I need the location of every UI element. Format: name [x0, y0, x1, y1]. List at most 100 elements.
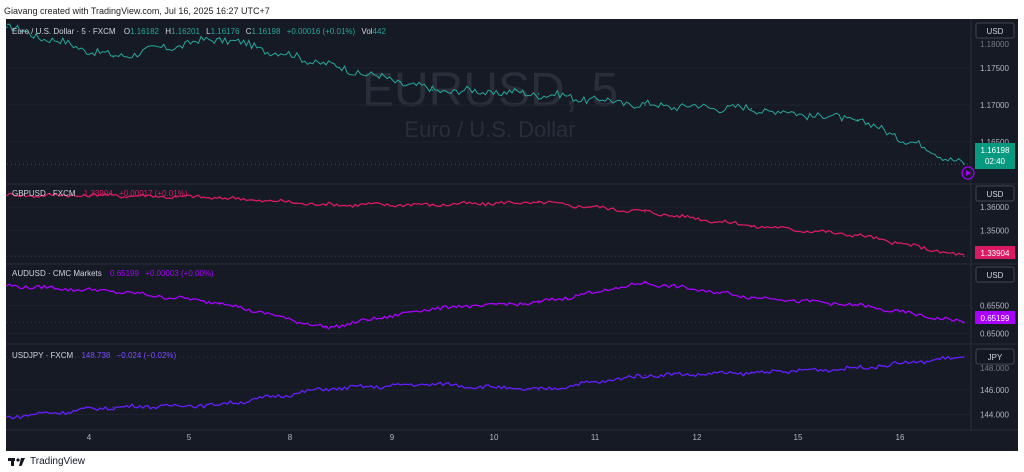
price-tick: 146.000: [980, 386, 1009, 395]
time-tick: 9: [390, 433, 395, 442]
data-point: [325, 327, 327, 329]
change-value: +0.00003 (+0.00%): [145, 269, 214, 278]
data-point: [325, 388, 327, 390]
svg-text:USDJPY · FXCM 148.738: USDJPY · FXCM 148.738 −0.024 (−0.02%): [12, 351, 177, 360]
svg-text:Euro / U.S. Dollar · 5 · FXCM: Euro / U.S. Dollar · 5 · FXCM O1.16182 H…: [12, 27, 386, 36]
footer-brand: TradingView: [30, 456, 86, 467]
data-point: [112, 406, 115, 409]
price-tick: 1.35000: [980, 226, 1009, 235]
series-value: 148.738: [81, 351, 110, 360]
data-point: [856, 367, 859, 369]
series-value: 0.65199: [110, 269, 139, 278]
change-value: +0.00016 (+0.01%): [287, 27, 356, 36]
svg-text:USD: USD: [987, 271, 1004, 280]
series-line-audusd: [6, 280, 965, 330]
data-point: [537, 201, 540, 204]
price-tick-partial: 148.000: [980, 364, 1009, 373]
data-point: [218, 301, 221, 304]
data-point: [112, 290, 115, 293]
pane-title: USDJPY · FXCM: [12, 351, 74, 360]
series-line-eurusd: [6, 23, 965, 165]
change-value: +0.00017 (+0.01%): [119, 189, 188, 198]
time-tick: 4: [87, 433, 92, 442]
pane-title: Euro / U.S. Dollar · 5 · FXCM: [12, 27, 116, 36]
series-value: 1.33904: [84, 189, 113, 198]
price-tick-partial: 1.18000: [980, 40, 1009, 49]
ohlc-value: 1.16198: [252, 27, 281, 36]
svg-text:USD: USD: [987, 27, 1004, 36]
time-tick: 16: [896, 433, 905, 442]
change-value: −0.024 (−0.02%): [117, 351, 177, 360]
ohlc-key: C: [246, 27, 252, 36]
time-axis[interactable]: 4 5 8 9 10 11 12 15 16: [87, 433, 905, 442]
data-point: [750, 225, 753, 227]
data-point: [218, 37, 221, 40]
svg-text:JPY: JPY: [988, 353, 1003, 362]
bar-countdown: 02:40: [985, 157, 1006, 166]
svg-text:1.16198: 1.16198: [981, 146, 1010, 155]
time-tick: 10: [490, 433, 499, 442]
svg-text:0.65199: 0.65199: [981, 314, 1010, 323]
data-point: [856, 119, 859, 121]
data-point: [112, 194, 115, 197]
price-tick: 144.000: [980, 411, 1009, 420]
data-point: [537, 93, 540, 95]
data-point: [431, 383, 434, 385]
svg-text:USD: USD: [987, 190, 1004, 199]
data-point: [750, 107, 753, 110]
data-point: [537, 301, 540, 304]
ohlc-key: O: [124, 27, 130, 36]
ohlc-key: L: [206, 27, 211, 36]
data-point: [112, 56, 115, 58]
data-point: [431, 307, 434, 310]
tradingview-logo-icon: [8, 457, 25, 466]
replay-icon[interactable]: [961, 166, 975, 180]
data-point: [6, 194, 8, 197]
ohlc-value: 1.16201: [171, 27, 200, 36]
currency-badge[interactable]: USD: [975, 266, 1015, 283]
price-tick: 1.17000: [980, 101, 1009, 110]
currency-badge[interactable]: JPY: [975, 348, 1015, 365]
pane-title: AUDUSD · CMC Markets: [12, 269, 102, 278]
pane-title: GBPUSD · FXCM: [12, 189, 76, 198]
data-point: [750, 296, 753, 298]
data-point: [750, 372, 753, 374]
time-tick: 8: [288, 433, 293, 442]
data-point: [537, 389, 540, 391]
price-tick: 1.36000: [980, 203, 1009, 212]
data-point: [856, 304, 859, 307]
svg-text:GBPUSD · FXCM 1.33904: GBPUSD · FXCM 1.33904 +0.00017 (+0.01%): [12, 189, 188, 198]
volume-value: 442: [373, 27, 387, 36]
data-point: [431, 203, 434, 206]
currency-badge[interactable]: USD: [975, 185, 1015, 202]
data-point: [644, 374, 646, 377]
price-ticks-gbpusd: 1.36000 1.35000: [980, 203, 1009, 235]
series-line-usdjpy: [6, 355, 965, 420]
price-tick: 1.16500: [980, 138, 1009, 147]
ohlc-key: H: [165, 27, 171, 36]
data-point: [325, 63, 327, 65]
data-point: [856, 234, 859, 236]
pane-legend-usdjpy: USDJPY · FXCM 148.738 −0.024 (−0.02%): [12, 351, 177, 360]
ohlc-value: 1.16176: [211, 27, 240, 36]
pane-legend-eurusd: Euro / U.S. Dollar · 5 · FXCM O1.16182 H…: [12, 27, 386, 36]
svg-text:AUDUSD · CMC Markets 0.6: AUDUSD · CMC Markets 0.65199 +0.00003 (+…: [12, 269, 214, 278]
data-point: [644, 282, 646, 284]
data-point: [6, 416, 8, 418]
series-layer: [6, 23, 970, 420]
time-tick: 12: [693, 433, 702, 442]
price-ticks-usdjpy: 146.000 144.000: [980, 386, 1009, 419]
svg-text:1.33904: 1.33904: [981, 249, 1010, 258]
time-tick: 11: [591, 433, 600, 442]
last-price-label-audusd: 0.65199: [975, 311, 1015, 324]
last-price-label-eurusd: 1.16198 02:40: [975, 143, 1015, 169]
price-ticks-audusd: 0.65500 0.65000: [980, 301, 1009, 338]
data-point: [325, 203, 327, 206]
last-price-label-gbpusd: 1.33904: [975, 246, 1015, 259]
footer: TradingView: [8, 456, 85, 467]
attribution-header: Giavang created with TradingView.com, Ju…: [4, 6, 270, 16]
data-point: [218, 403, 221, 406]
price-tick: 1.17500: [980, 64, 1009, 73]
currency-badge[interactable]: USD: [975, 22, 1015, 39]
